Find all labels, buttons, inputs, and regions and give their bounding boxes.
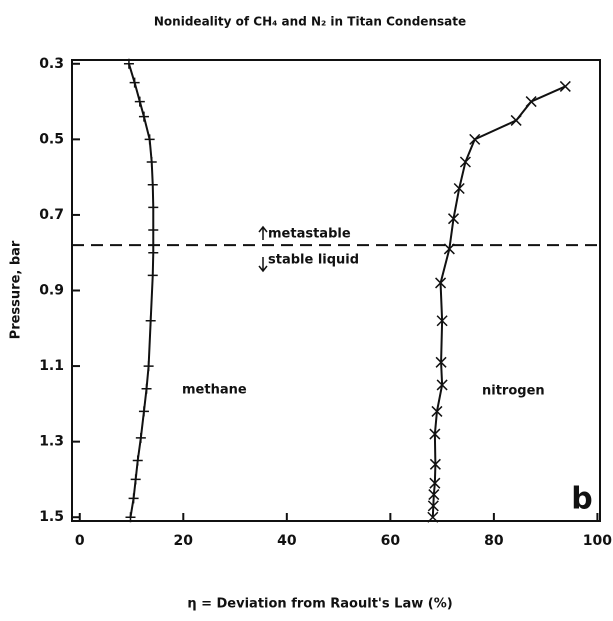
marker (130, 474, 141, 485)
y-axis-label: Pressure, bar (9, 240, 24, 339)
y-tick-label: 0.7 (39, 207, 64, 223)
x-tick-label: 0 (75, 533, 85, 549)
x-tick-label: 20 (174, 533, 194, 549)
marker (138, 406, 149, 417)
marker (429, 477, 441, 489)
marker (128, 493, 139, 504)
series-label: methane (182, 383, 247, 398)
marker (123, 58, 134, 69)
x-tick-label: 40 (277, 533, 297, 549)
marker (428, 489, 440, 501)
marker (144, 134, 155, 145)
marker (143, 361, 154, 372)
marker (427, 500, 439, 512)
arrow-down (258, 257, 268, 273)
x-tick-label: 60 (381, 533, 401, 549)
marker (447, 213, 460, 225)
marker (147, 179, 158, 190)
x-tick-label: 100 (583, 533, 612, 549)
y-tick-label: 1.1 (39, 358, 64, 374)
marker (427, 511, 439, 523)
y-tick-label: 0.5 (39, 131, 64, 147)
marker (429, 458, 441, 470)
panel-label: b (571, 482, 592, 517)
marker (148, 225, 159, 236)
annotation: metastable (268, 227, 351, 242)
marker (147, 270, 158, 281)
annotation: stable liquid (268, 253, 359, 268)
marker (443, 243, 455, 255)
marker (436, 379, 448, 391)
marker (146, 157, 157, 168)
marker (469, 133, 481, 145)
arrow-up (258, 225, 268, 240)
marker (129, 77, 140, 88)
marker (431, 405, 443, 417)
marker (141, 383, 152, 394)
marker (453, 182, 465, 195)
marker (132, 455, 143, 466)
chart-title: Nonideality of CH₄ and N₂ in Titan Conde… (154, 15, 466, 29)
marker (435, 356, 447, 368)
y-tick-label: 1.5 (39, 509, 64, 525)
marker (148, 247, 159, 258)
series-line (431, 85, 566, 518)
marker (145, 315, 156, 326)
y-tick-label: 0.3 (39, 56, 64, 72)
series-label: nitrogen (482, 384, 545, 399)
marker (134, 96, 145, 107)
marker (148, 202, 159, 213)
y-tick-label: 1.3 (39, 434, 64, 450)
marker (510, 114, 522, 126)
marker (459, 156, 471, 168)
marker (525, 96, 537, 108)
x-tick-label: 80 (484, 533, 504, 549)
marker (135, 432, 146, 443)
x-axis-label: η = Deviation from Raoult's Law (%) (187, 597, 452, 612)
marker (436, 315, 448, 327)
marker (559, 80, 571, 92)
y-tick-label: 0.9 (39, 283, 64, 299)
series-line (127, 63, 155, 518)
marker (138, 111, 149, 122)
marker (125, 512, 136, 523)
marker (435, 277, 447, 289)
marker (429, 428, 441, 440)
